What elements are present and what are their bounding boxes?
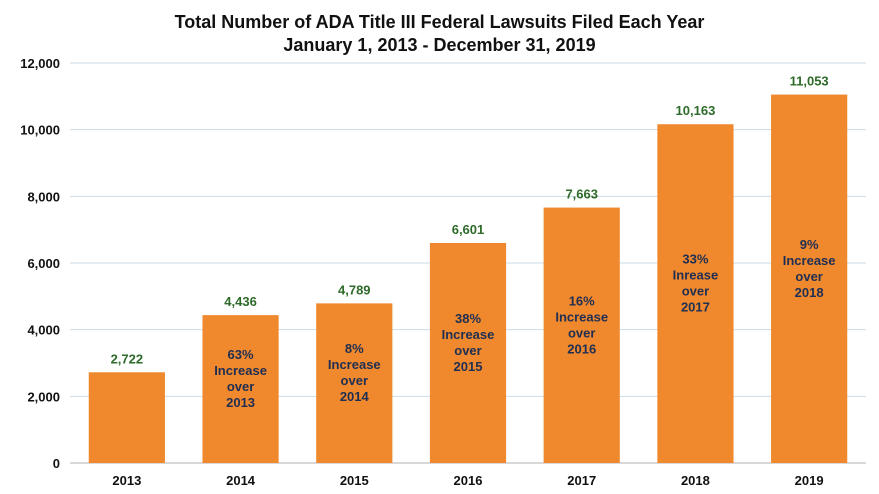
bar-annotation-line: Inrease	[673, 268, 719, 283]
bar-annotation-line: Increase	[555, 309, 608, 324]
bar-annotation-line: Increase	[783, 253, 836, 268]
x-tick-label: 2014	[226, 473, 256, 488]
chart-subtitle: January 1, 2013 - December 31, 2019	[283, 35, 596, 55]
bar-annotation-line: 16%	[569, 293, 595, 308]
bar-value-label: 6,601	[452, 222, 485, 237]
y-tick-label: 10,000	[20, 123, 60, 138]
bar-value-label: 10,163	[676, 103, 716, 118]
x-tick-label: 2016	[454, 473, 483, 488]
bar	[543, 207, 620, 463]
bar-annotation-line: Increase	[442, 327, 495, 342]
bar	[429, 242, 507, 463]
y-tick-label: 6,000	[27, 256, 60, 271]
bar-annotation-line: over	[227, 379, 254, 394]
bar	[88, 372, 165, 463]
y-tick-label: 0	[53, 456, 60, 471]
bar-annotation-line: over	[795, 269, 822, 284]
bar	[771, 94, 848, 464]
bar-annotation-line: 2014	[340, 389, 370, 404]
y-tick-label: 12,000	[20, 56, 60, 71]
bar-annotation-line: 2017	[681, 300, 710, 315]
bar-annotation-line: 63%	[228, 347, 254, 362]
y-tick-label: 2,000	[27, 389, 60, 404]
x-tick-label: 2017	[567, 473, 596, 488]
bar	[657, 124, 734, 463]
bar-annotation-line: over	[454, 343, 481, 358]
bar-annotation-line: over	[568, 325, 595, 340]
x-tick-label: 2015	[340, 473, 369, 488]
bar-annotation-line: Increase	[328, 357, 381, 372]
bar-annotation-line: over	[341, 373, 368, 388]
y-tick-label: 8,000	[27, 189, 60, 204]
bar-value-label: 7,663	[565, 187, 598, 202]
bar-annotation-line: 8%	[345, 341, 364, 356]
bar	[202, 315, 279, 463]
y-tick-label: 4,000	[27, 323, 60, 338]
bar	[316, 303, 393, 463]
chart-title: Total Number of ADA Title III Federal La…	[174, 12, 705, 32]
bar-annotation-line: 38%	[455, 311, 481, 326]
bar-annotation-line: 33%	[682, 252, 708, 267]
bar-annotation-line: 2018	[795, 285, 824, 300]
x-tick-label: 2018	[681, 473, 710, 488]
x-tick-label: 2013	[112, 473, 141, 488]
bar-annotation-line: 2016	[567, 341, 596, 356]
bar-annotation-line: 2015	[454, 359, 483, 374]
bar-value-label: 4,789	[338, 282, 371, 297]
bar-annotation-line: 9%	[800, 237, 819, 252]
bar-value-label: 2,722	[111, 351, 144, 366]
bar-value-label: 4,436	[224, 294, 257, 309]
bar-annotation-line: over	[682, 284, 709, 299]
bar-annotation-line: Increase	[214, 363, 267, 378]
bar-value-label: 11,053	[790, 74, 829, 89]
x-tick-label: 2019	[795, 473, 824, 488]
bar-annotation-line: 2013	[226, 395, 255, 410]
